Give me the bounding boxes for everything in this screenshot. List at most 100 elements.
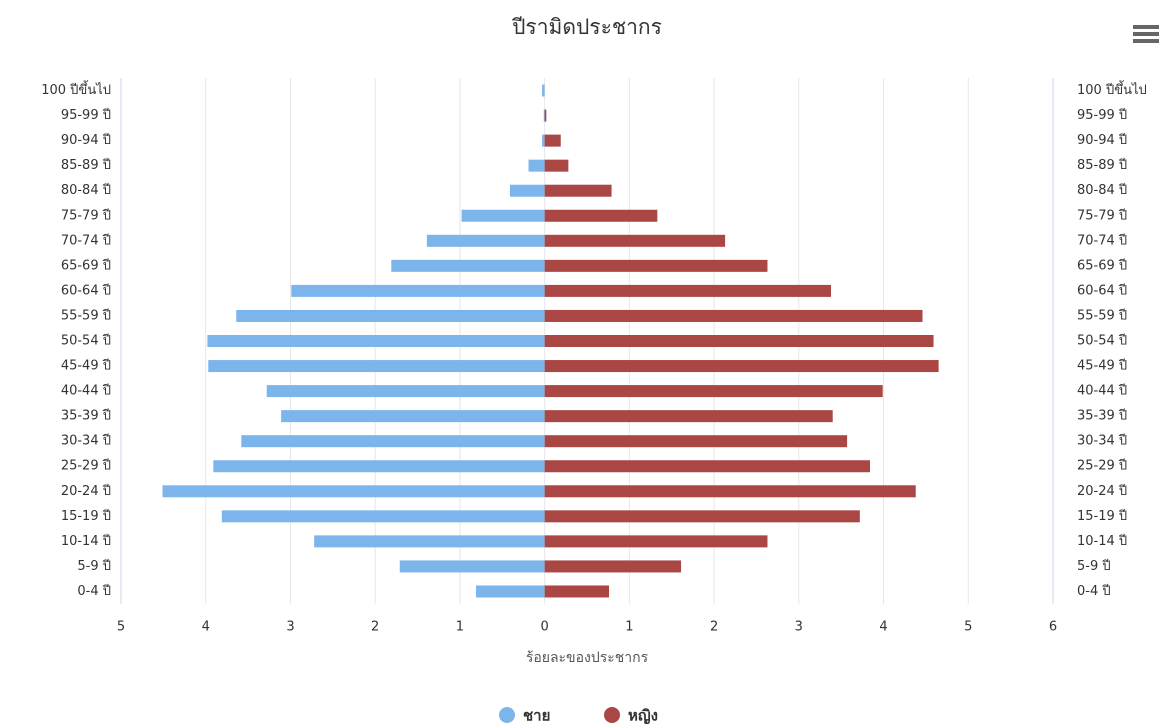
- y-tick-label: 80-84 ปี: [1077, 182, 1127, 198]
- bar: [399, 560, 545, 573]
- chart-title: ปีรามิดประชากร: [511, 15, 662, 39]
- y-tick-label: 0-4 ปี: [1077, 583, 1111, 599]
- bar: [544, 510, 860, 523]
- menu-bar: [1133, 25, 1159, 29]
- legend-label: ชาย: [523, 707, 550, 724]
- y-tick-label: 60-64 ปี: [61, 282, 111, 298]
- y-tick-label: 25-29 ปี: [61, 458, 111, 474]
- x-tick-label: 3: [795, 620, 803, 635]
- x-tick-label: 0: [540, 620, 548, 635]
- bar: [241, 435, 545, 448]
- bar: [544, 259, 768, 272]
- y-tick-label: 55-59 ปี: [1077, 307, 1127, 323]
- y-tick-label: 15-19 ปี: [1077, 508, 1127, 524]
- bar: [544, 335, 934, 347]
- y-tick-label: 65-69 ปี: [1077, 257, 1127, 273]
- y-tick-label: 90-94 ปี: [1077, 132, 1127, 148]
- legend-item[interactable]: ชาย: [499, 707, 550, 724]
- menu-bar: [1133, 39, 1159, 43]
- menu-bar: [1133, 32, 1159, 36]
- y-tick-label: 0-4 ปี: [77, 583, 111, 599]
- x-tick-label: 6: [1049, 620, 1057, 635]
- bar: [291, 284, 545, 297]
- y-tick-label: 20-24 ปี: [1077, 483, 1127, 499]
- menu-button[interactable]: [1133, 25, 1159, 43]
- y-tick-label: 95-99 ปี: [1077, 107, 1127, 123]
- bar: [476, 585, 545, 598]
- bar: [544, 209, 658, 222]
- legend-label: หญิง: [628, 707, 658, 724]
- y-tick-label: 30-34 ปี: [61, 433, 111, 449]
- x-tick-label: 4: [879, 620, 887, 635]
- y-tick-label: 40-44 ปี: [61, 383, 111, 399]
- bar: [391, 259, 545, 272]
- y-tick-label: 75-79 ปี: [1077, 207, 1127, 223]
- bar: [509, 184, 545, 197]
- y-tick-label: 25-29 ปี: [1077, 458, 1127, 474]
- y-tick-label: 5-9 ปี: [1077, 558, 1111, 574]
- y-tick-label: 15-19 ปี: [61, 508, 111, 524]
- bar: [266, 385, 545, 398]
- bar: [544, 385, 883, 398]
- bar: [544, 560, 682, 573]
- x-tick-label: 3: [286, 620, 294, 635]
- bar: [542, 84, 545, 97]
- y-tick-label: 40-44 ปี: [1077, 383, 1127, 399]
- x-tick-label: 5: [964, 620, 972, 635]
- y-tick-label: 100 ปีขึ้นไป: [41, 80, 111, 98]
- y-tick-label: 5-9 ปี: [77, 558, 111, 574]
- y-tick-label: 65-69 ปี: [61, 257, 111, 273]
- bar: [544, 234, 726, 247]
- bar: [162, 485, 545, 498]
- bar: [281, 410, 545, 423]
- y-tick-label: 75-79 ปี: [61, 207, 111, 223]
- bar: [426, 234, 545, 247]
- y-tick-label: 20-24 ปี: [61, 483, 111, 499]
- bar: [544, 485, 916, 498]
- y-tick-label: 30-34 ปี: [1077, 433, 1127, 449]
- bar: [544, 109, 547, 122]
- bar: [544, 284, 832, 297]
- bar: [544, 134, 561, 147]
- bar: [213, 460, 545, 473]
- y-tick-label: 55-59 ปี: [61, 307, 111, 323]
- bar: [542, 134, 545, 147]
- x-tick-label: 1: [625, 620, 633, 635]
- y-tick-label: 35-39 ปี: [61, 408, 111, 424]
- bar: [314, 535, 545, 548]
- bar: [544, 435, 848, 448]
- y-tick-label: 85-89 ปี: [61, 157, 111, 173]
- legend-symbol: [604, 707, 620, 723]
- y-tick-label: 80-84 ปี: [61, 182, 111, 198]
- bar: [544, 535, 768, 548]
- y-tick-label: 95-99 ปี: [61, 107, 111, 123]
- bar: [544, 585, 610, 598]
- y-tick-label: 50-54 ปี: [1077, 333, 1127, 349]
- x-tick-label: 2: [710, 620, 718, 635]
- x-axis-title: ร้อยละของประชากร: [526, 650, 649, 666]
- legend-symbol: [499, 707, 515, 723]
- y-tick-label: 85-89 ปี: [1077, 157, 1127, 173]
- bar: [544, 410, 833, 423]
- y-tick-label: 35-39 ปี: [1077, 408, 1127, 424]
- bar: [543, 109, 545, 122]
- bar: [461, 209, 545, 222]
- bar: [544, 460, 870, 473]
- y-tick-label: 100 ปีขึ้นไป: [1077, 80, 1147, 98]
- x-tick-label: 4: [202, 620, 210, 635]
- bar: [221, 510, 545, 523]
- y-tick-label: 60-64 ปี: [1077, 282, 1127, 298]
- legend-item[interactable]: หญิง: [604, 707, 658, 724]
- bar: [544, 159, 569, 172]
- y-tick-label: 70-74 ปี: [1077, 232, 1127, 248]
- bar: [207, 335, 545, 347]
- bar: [544, 184, 612, 197]
- bar: [236, 309, 545, 322]
- bar: [544, 360, 939, 373]
- y-tick-label: 70-74 ปี: [61, 232, 111, 248]
- bar: [208, 360, 545, 373]
- bar: [528, 159, 545, 172]
- y-tick-label: 90-94 ปี: [61, 132, 111, 148]
- y-tick-label: 45-49 ปี: [61, 358, 111, 374]
